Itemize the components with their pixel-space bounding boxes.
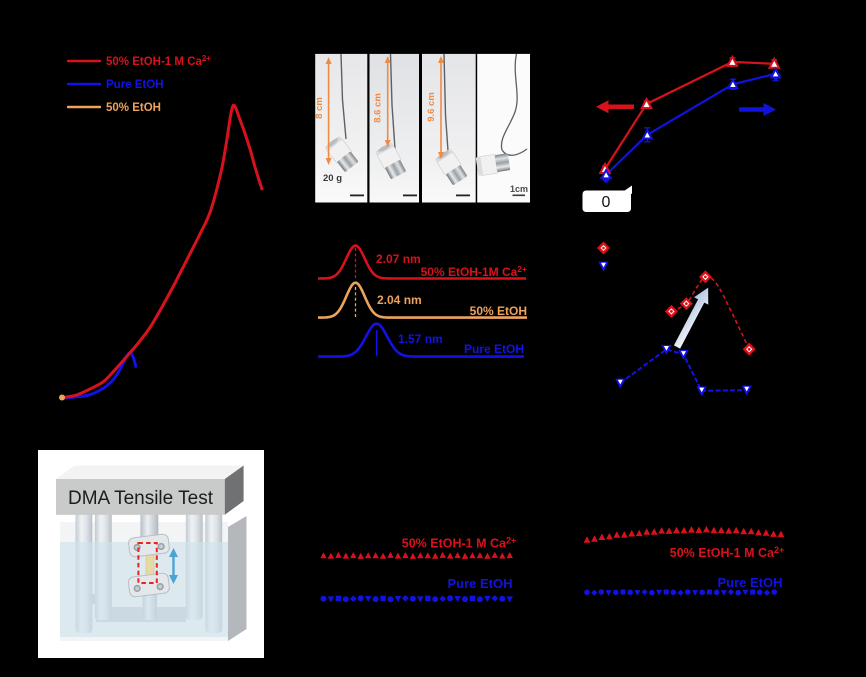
svg-text:50% EtOH: 50% EtOH xyxy=(106,102,161,114)
svg-text:Pure EtOH: Pure EtOH xyxy=(106,79,164,91)
svg-text:50% EtOH: 50% EtOH xyxy=(470,304,527,318)
svg-text:2.07 nm: 2.07 nm xyxy=(376,252,421,266)
svg-text:DMA Tensile Test: DMA Tensile Test xyxy=(68,488,214,509)
svg-text:9.6 cm: 9.6 cm xyxy=(426,92,437,122)
svg-text:50% EtOH-1 M Ca2+: 50% EtOH-1 M Ca2+ xyxy=(670,545,784,560)
svg-text:8.6 cm: 8.6 cm xyxy=(373,93,384,123)
svg-text:Pure EtOH: Pure EtOH xyxy=(447,576,512,591)
svg-text:2.04 nm: 2.04 nm xyxy=(377,293,422,307)
svg-text:50% EtOH-1M Ca2+: 50% EtOH-1M Ca2+ xyxy=(421,264,527,279)
svg-text:1.57 nm: 1.57 nm xyxy=(398,332,443,346)
svg-text:1cm: 1cm xyxy=(510,184,528,194)
svg-text:0: 0 xyxy=(602,194,611,211)
svg-text:Pure EtOH: Pure EtOH xyxy=(717,575,782,590)
svg-text:Pure EtOH: Pure EtOH xyxy=(464,342,524,356)
svg-text:50% EtOH-1 M Ca2+: 50% EtOH-1 M Ca2+ xyxy=(402,536,516,551)
svg-text:8 cm: 8 cm xyxy=(314,97,325,119)
svg-text:50% EtOH-1 M Ca2+: 50% EtOH-1 M Ca2+ xyxy=(106,54,211,68)
svg-text:20 g: 20 g xyxy=(323,173,342,184)
